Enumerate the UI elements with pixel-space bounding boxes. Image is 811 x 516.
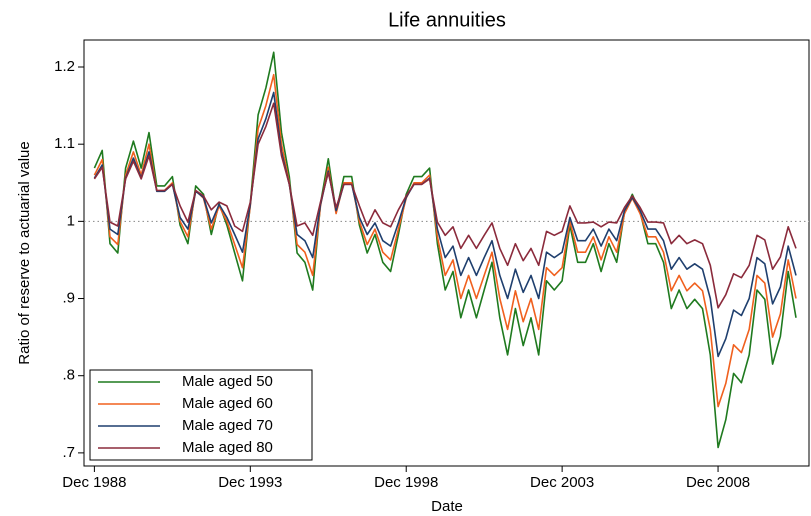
x-axis-label: Date <box>431 498 463 515</box>
y-tick-label: 1 <box>67 212 75 229</box>
legend-label: Male aged 70 <box>182 417 273 434</box>
y-tick-label: .7 <box>62 444 75 461</box>
x-tick-label: Dec 2003 <box>530 474 594 491</box>
y-tick-label: 1.2 <box>54 58 75 75</box>
series-line <box>93 102 797 309</box>
series-line <box>93 51 797 449</box>
plot-frame <box>83 39 810 467</box>
x-tick-label: Dec 1993 <box>218 474 282 491</box>
series-line <box>93 91 797 358</box>
x-tick-label: Dec 1998 <box>374 474 438 491</box>
x-tick-label: Dec 2008 <box>686 474 750 491</box>
y-tick-label: .8 <box>62 367 75 384</box>
x-tick-label: Dec 1988 <box>62 474 126 491</box>
legend-box <box>89 369 313 461</box>
legend-label: Male aged 50 <box>182 373 273 390</box>
y-tick-label: .9 <box>62 290 75 307</box>
series-line <box>93 73 797 408</box>
y-axis-label: Ratio of reserve to actuarial value <box>16 141 33 364</box>
legend-label: Male aged 60 <box>182 395 273 412</box>
legend-label: Male aged 80 <box>182 439 273 456</box>
y-tick-label: 1.1 <box>54 135 75 152</box>
chart-title: Life annuities <box>388 9 506 31</box>
